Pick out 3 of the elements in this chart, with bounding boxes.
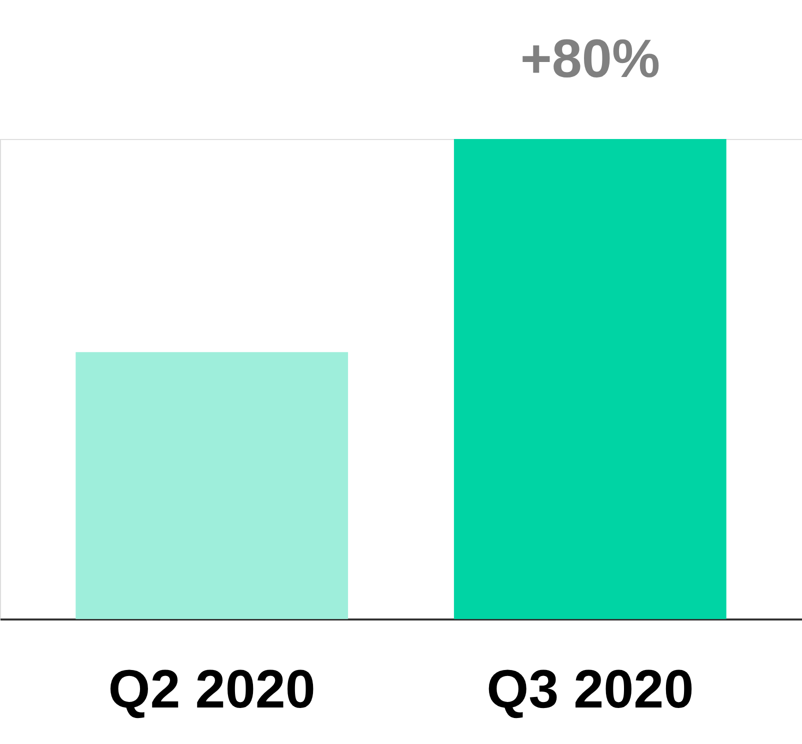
annotation: +80%: [520, 29, 660, 89]
x-tick-label: Q3 2020: [486, 660, 694, 720]
x-tick-label: Q2 2020: [108, 660, 316, 720]
